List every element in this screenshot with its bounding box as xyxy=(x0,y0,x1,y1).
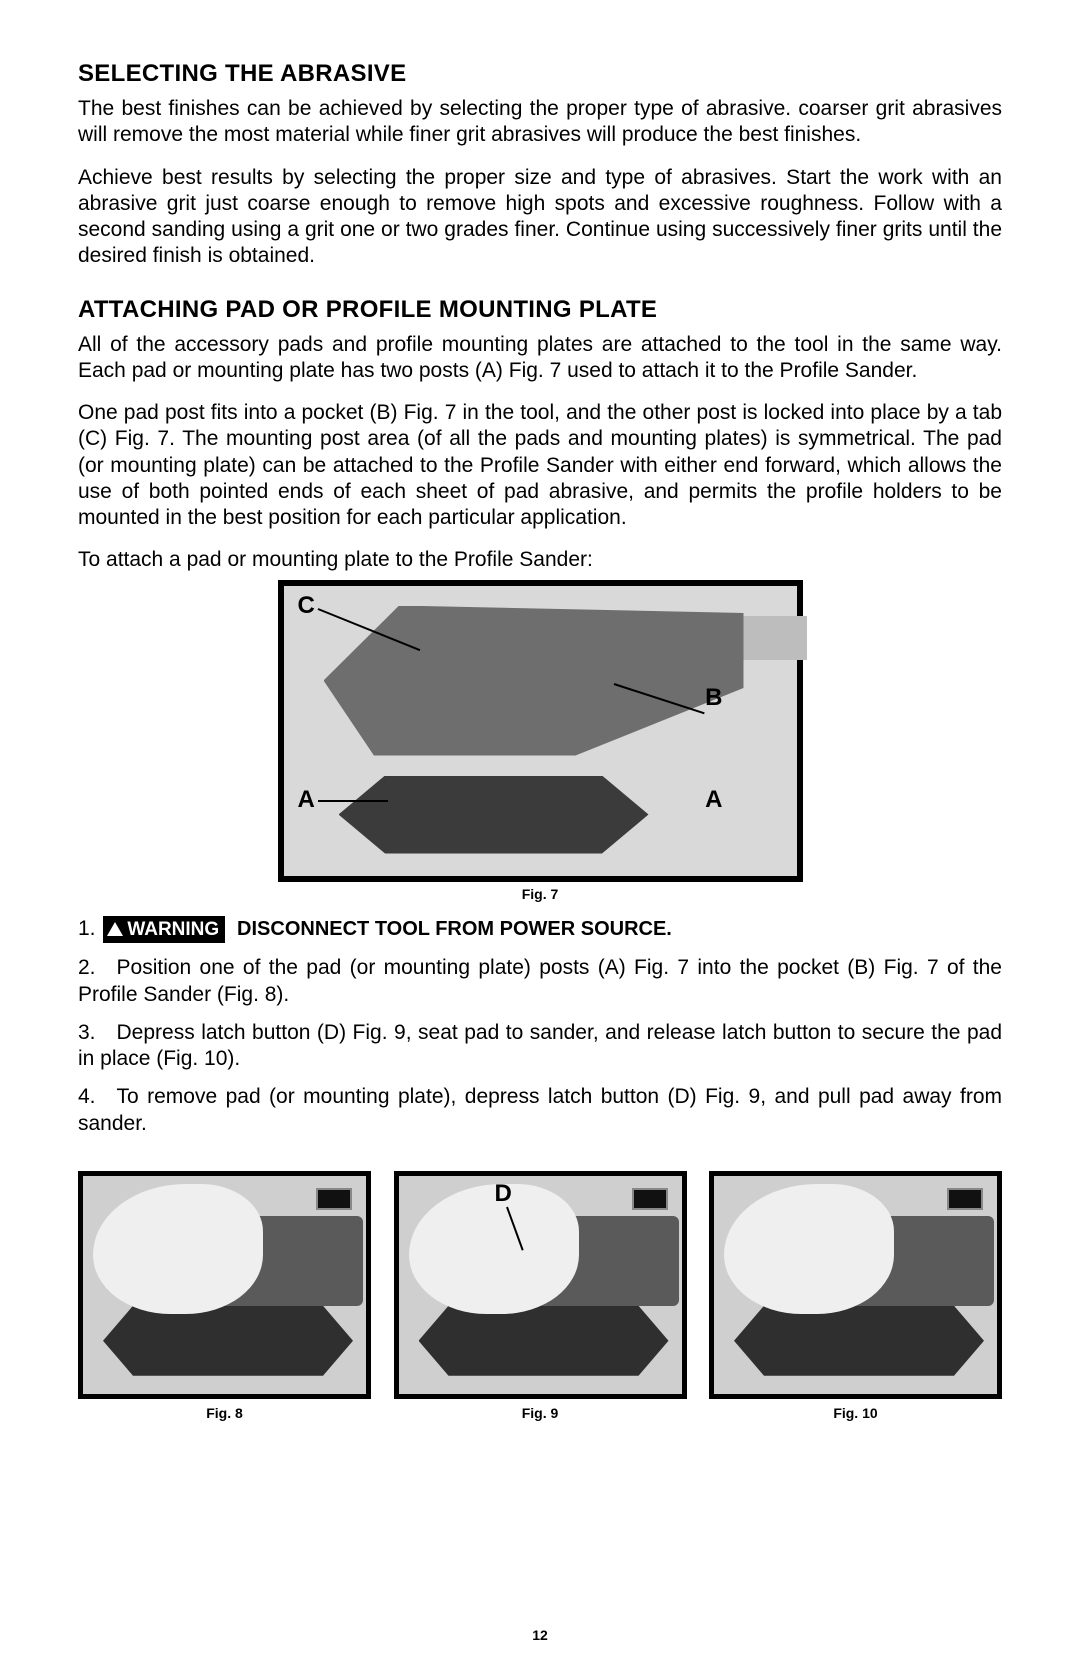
step-2: 2. Position one of the pad (or mounting … xyxy=(78,955,1002,1008)
para-abrasive-1: The best finishes can be achieved by sel… xyxy=(78,96,1002,149)
para-abrasive-2: Achieve best results by selecting the pr… xyxy=(78,165,1002,270)
step-3: 3. Depress latch button (D) Fig. 9, seat… xyxy=(78,1020,1002,1073)
step-1: 1. WARNING DISCONNECT TOOL FROM POWER SO… xyxy=(78,916,1002,944)
para-attach-3: To attach a pad or mounting plate to the… xyxy=(78,547,1002,573)
para-attach-1: All of the accessory pads and profile mo… xyxy=(78,332,1002,385)
fig9-hand xyxy=(409,1184,579,1314)
heading-selecting-abrasive: SELECTING THE ABRASIVE xyxy=(78,60,1002,88)
callout-C: C xyxy=(298,592,315,620)
figure-8: Fig. 8 xyxy=(78,1171,371,1421)
callout-A-left: A xyxy=(298,786,315,814)
figure-7-caption: Fig. 7 xyxy=(278,886,803,902)
fig10-pad xyxy=(734,1306,984,1376)
fig9-pad xyxy=(419,1306,669,1376)
step-1-num: 1. xyxy=(78,917,96,940)
figure-8-caption: Fig. 8 xyxy=(78,1405,371,1421)
fig9-switch xyxy=(632,1188,668,1210)
heading-attaching-pad: ATTACHING PAD OR PROFILE MOUNTING PLATE xyxy=(78,296,1002,324)
warning-icon xyxy=(107,922,123,936)
callout-A-right: A xyxy=(705,786,722,814)
fig10-switch xyxy=(947,1188,983,1210)
bottom-figures-row: Fig. 8 D Fig. 9 Fig. 10 xyxy=(78,1171,1002,1421)
figure-7-box: C B A A xyxy=(278,580,803,882)
callout-D: D xyxy=(495,1180,512,1208)
warning-label: WARNING xyxy=(127,919,219,940)
lead-line-A-left xyxy=(318,800,388,802)
figure-9-box: D xyxy=(394,1171,687,1399)
warning-badge: WARNING xyxy=(103,916,225,944)
mounting-plate-shape xyxy=(339,776,649,854)
figure-10-box xyxy=(709,1171,1002,1399)
fig8-switch xyxy=(316,1188,352,1210)
figure-10-caption: Fig. 10 xyxy=(709,1405,1002,1421)
figure-7: C B A A Fig. 7 xyxy=(278,580,803,902)
fig8-hand xyxy=(93,1184,263,1314)
figure-8-box xyxy=(78,1171,371,1399)
step-1-text: DISCONNECT TOOL FROM POWER SOURCE. xyxy=(237,918,672,940)
figure-9-caption: Fig. 9 xyxy=(394,1405,687,1421)
para-attach-2: One pad post fits into a pocket (B) Fig.… xyxy=(78,400,1002,531)
step-4: 4. To remove pad (or mounting plate), de… xyxy=(78,1084,1002,1137)
callout-B: B xyxy=(705,684,722,712)
page-number: 12 xyxy=(0,1627,1080,1643)
fig10-hand xyxy=(724,1184,894,1314)
figure-10: Fig. 10 xyxy=(709,1171,1002,1421)
figure-9: D Fig. 9 xyxy=(394,1171,687,1421)
tool-head-shape xyxy=(324,606,744,756)
fig8-pad xyxy=(103,1306,353,1376)
manual-page: SELECTING THE ABRASIVE The best finishes… xyxy=(0,0,1080,1669)
